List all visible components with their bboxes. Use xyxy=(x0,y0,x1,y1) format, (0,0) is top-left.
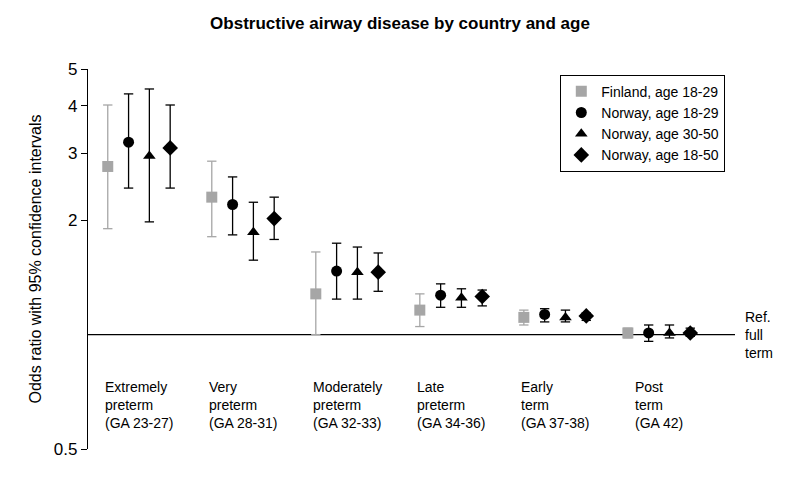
svg-text:4: 4 xyxy=(68,97,77,116)
svg-text:Obstructive airway disease by: Obstructive airway disease by country an… xyxy=(210,14,590,33)
svg-text:2: 2 xyxy=(68,211,77,230)
svg-text:Norway, age 18-50: Norway, age 18-50 xyxy=(601,147,718,163)
svg-text:Extremelypreterm(GA 23-27): Extremelypreterm(GA 23-27) xyxy=(105,379,173,431)
svg-text:0.5: 0.5 xyxy=(54,440,78,459)
svg-text:Ref.fullterm: Ref.fullterm xyxy=(745,309,773,361)
svg-text:Earlyterm(GA 37-38): Earlyterm(GA 37-38) xyxy=(521,379,589,431)
svg-text:Norway, age 18-29: Norway, age 18-29 xyxy=(601,105,718,121)
svg-text:Verypreterm(GA 28-31): Verypreterm(GA 28-31) xyxy=(209,379,277,431)
svg-text:Odds ratio with 95% confidence: Odds ratio with 95% confidence intervals xyxy=(27,114,44,403)
svg-text:Postterm(GA 42): Postterm(GA 42) xyxy=(635,379,683,431)
svg-text:Moderatelypreterm(GA 32-33): Moderatelypreterm(GA 32-33) xyxy=(313,379,382,431)
svg-text:Finland, age 18-29: Finland, age 18-29 xyxy=(601,84,718,100)
svg-text:Latepreterm(GA 34-36): Latepreterm(GA 34-36) xyxy=(417,379,485,431)
svg-text:3: 3 xyxy=(68,144,77,163)
svg-text:5: 5 xyxy=(68,60,77,79)
svg-text:Norway, age 30-50: Norway, age 30-50 xyxy=(601,126,718,142)
